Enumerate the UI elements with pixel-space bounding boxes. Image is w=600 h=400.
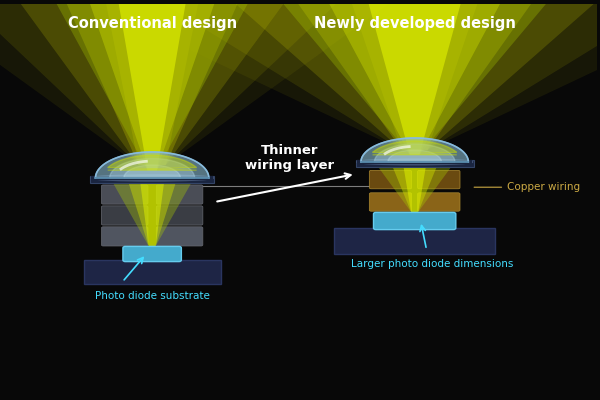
Polygon shape xyxy=(110,158,194,178)
Ellipse shape xyxy=(91,175,213,181)
Polygon shape xyxy=(403,164,426,212)
Polygon shape xyxy=(128,180,176,246)
Polygon shape xyxy=(0,4,388,165)
Polygon shape xyxy=(361,138,469,162)
Bar xyxy=(334,228,495,254)
FancyBboxPatch shape xyxy=(123,246,181,262)
Polygon shape xyxy=(112,180,193,246)
Polygon shape xyxy=(95,152,209,178)
Bar xyxy=(83,260,221,284)
Bar xyxy=(356,160,474,167)
Bar xyxy=(90,176,214,183)
Text: Conventional design: Conventional design xyxy=(68,16,237,31)
Polygon shape xyxy=(361,138,469,162)
Text: Photo diode substrate: Photo diode substrate xyxy=(95,291,209,301)
FancyBboxPatch shape xyxy=(373,212,456,230)
Polygon shape xyxy=(92,4,600,150)
Ellipse shape xyxy=(357,159,472,165)
Text: Newly developed design: Newly developed design xyxy=(314,16,515,31)
FancyBboxPatch shape xyxy=(101,206,148,225)
Polygon shape xyxy=(95,152,209,178)
FancyBboxPatch shape xyxy=(157,206,203,225)
Polygon shape xyxy=(373,141,457,155)
FancyBboxPatch shape xyxy=(370,170,412,189)
Text: Copper wiring: Copper wiring xyxy=(474,182,580,192)
Polygon shape xyxy=(283,4,546,155)
Polygon shape xyxy=(56,4,248,170)
FancyBboxPatch shape xyxy=(157,185,203,204)
Polygon shape xyxy=(90,4,214,170)
Polygon shape xyxy=(236,4,593,150)
FancyBboxPatch shape xyxy=(418,170,460,189)
FancyBboxPatch shape xyxy=(101,185,148,204)
Text: Thinner
wiring layer: Thinner wiring layer xyxy=(245,144,334,172)
Polygon shape xyxy=(369,4,461,155)
Polygon shape xyxy=(106,4,198,165)
Text: Larger photo diode dimensions: Larger photo diode dimensions xyxy=(352,259,514,269)
FancyBboxPatch shape xyxy=(157,227,203,246)
FancyBboxPatch shape xyxy=(101,227,148,246)
Polygon shape xyxy=(164,4,600,150)
Polygon shape xyxy=(374,144,455,162)
Polygon shape xyxy=(21,4,283,165)
Polygon shape xyxy=(352,4,478,150)
FancyBboxPatch shape xyxy=(418,193,460,211)
Polygon shape xyxy=(119,4,185,170)
FancyBboxPatch shape xyxy=(370,193,412,211)
Polygon shape xyxy=(140,180,164,246)
Polygon shape xyxy=(376,164,454,212)
Polygon shape xyxy=(67,4,238,165)
Polygon shape xyxy=(391,164,438,212)
Polygon shape xyxy=(329,4,500,155)
Polygon shape xyxy=(298,4,531,150)
Polygon shape xyxy=(0,4,336,165)
Polygon shape xyxy=(124,165,181,178)
Polygon shape xyxy=(388,150,442,162)
Polygon shape xyxy=(107,155,197,170)
